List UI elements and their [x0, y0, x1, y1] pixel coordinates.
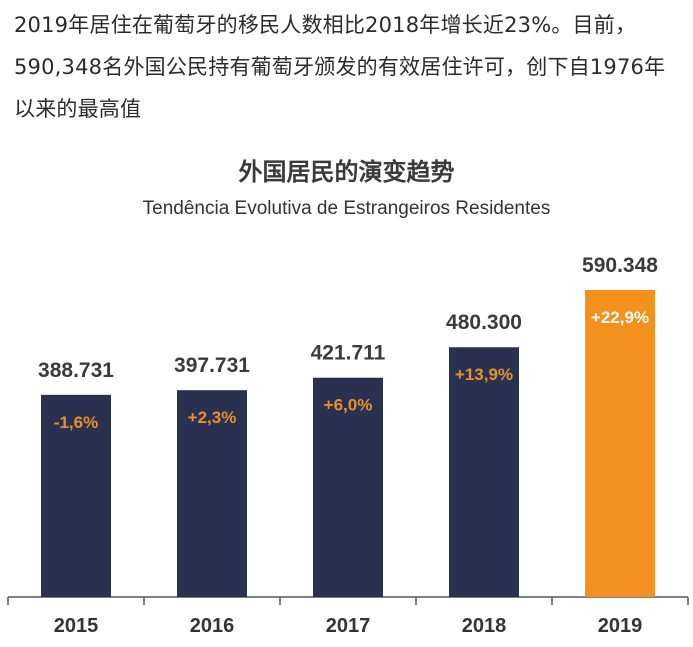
bar-change-label: +2,3% — [188, 408, 237, 427]
x-tick-label: 2018 — [462, 615, 507, 637]
bar-2016 — [177, 390, 247, 597]
bar-value-label: 421.711 — [311, 342, 386, 365]
x-tick-label: 2016 — [190, 615, 235, 637]
bar-change-label: +22,9% — [591, 308, 649, 327]
bar-change-label: -1,6% — [54, 413, 98, 432]
bar-2017 — [313, 377, 383, 597]
bar-value-label: 480.300 — [446, 311, 522, 334]
bar-change-label: +6,0% — [324, 396, 373, 415]
bar-2019 — [585, 290, 655, 597]
bar-2015 — [41, 394, 111, 597]
x-tick-label: 2015 — [54, 615, 99, 637]
intro-paragraph: 2019年居住在葡萄牙的移民人数相比2018年增长近23%。目前，590,348… — [14, 13, 666, 121]
x-tick-label: 2017 — [326, 615, 371, 637]
x-tick-label: 2019 — [598, 615, 643, 637]
chart-title: 外国居民的演变趋势 — [238, 158, 455, 186]
bar-value-label: 388.731 — [38, 359, 114, 382]
bar-value-label: 590.348 — [582, 254, 658, 277]
bar-2018 — [449, 347, 519, 597]
chart-subtitle: Tendência Evolutiva de Estrangeiros Resi… — [142, 198, 551, 219]
bar-change-label: +13,9% — [455, 365, 513, 384]
bar-value-label: 397.731 — [174, 354, 250, 377]
